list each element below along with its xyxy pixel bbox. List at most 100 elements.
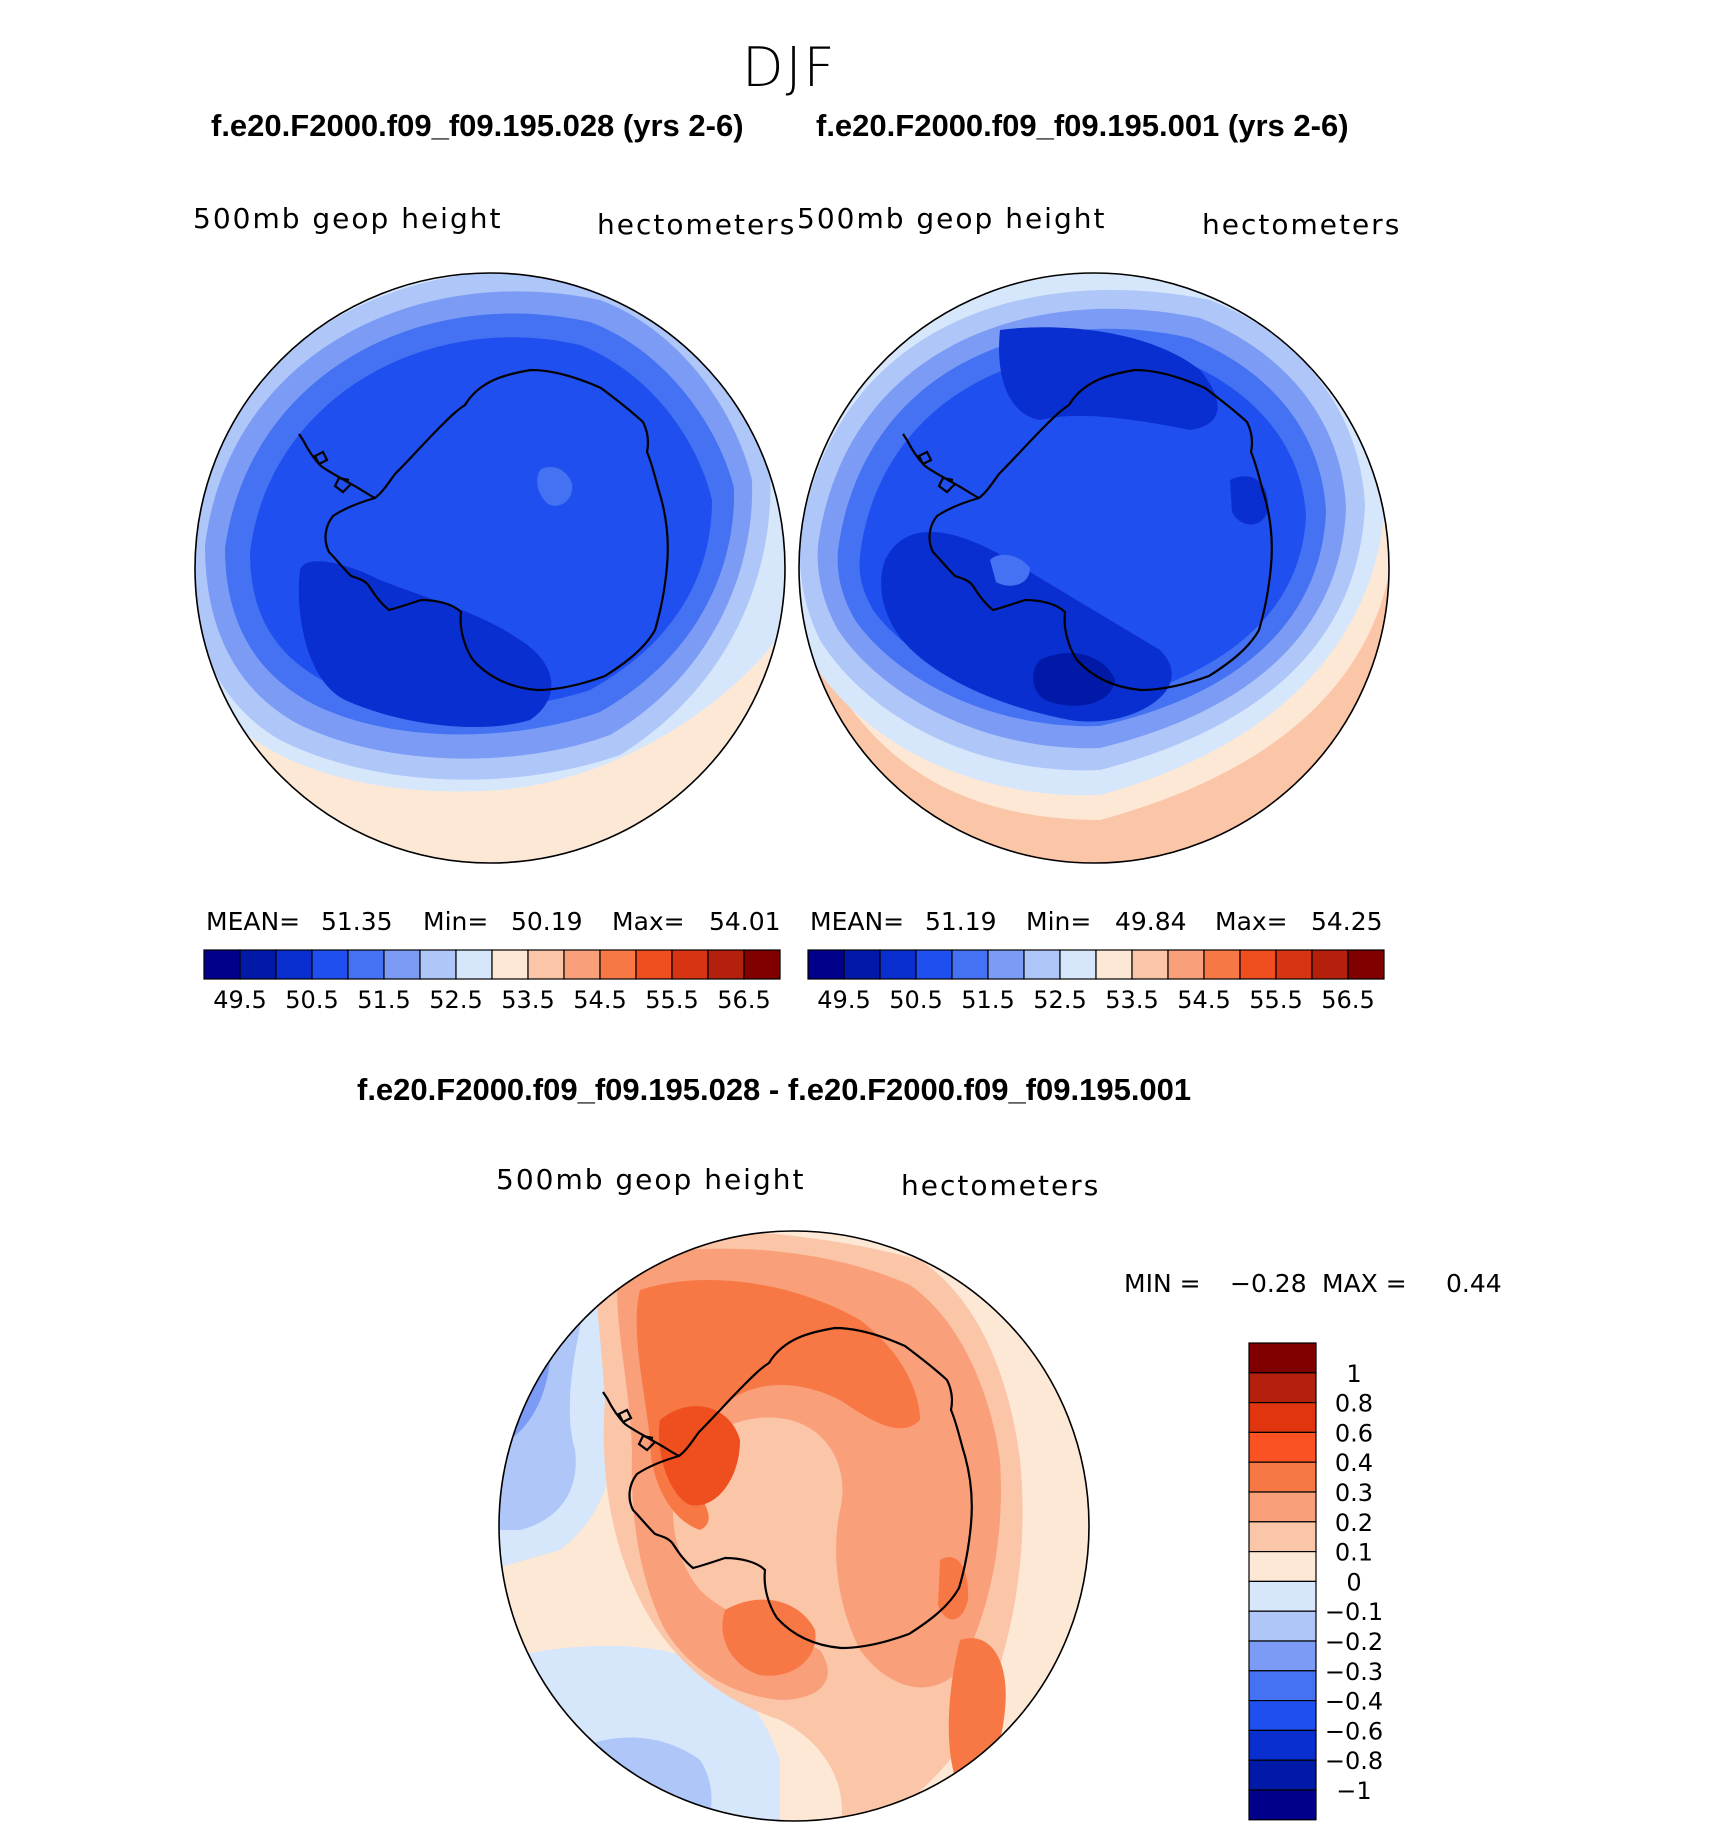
panel-2-max-label: Max= bbox=[1215, 907, 1288, 936]
colorbar-panel-1-tick-label: 55.5 bbox=[645, 986, 698, 1014]
panel-2-min-label: Min= bbox=[1026, 907, 1092, 936]
colorbar-diff-swatch bbox=[1248, 1461, 1317, 1493]
colorbar-panel-2-swatch bbox=[1059, 949, 1097, 980]
colorbar-diff-tick-label: −0.8 bbox=[1325, 1747, 1383, 1775]
colorbar-diff-swatch bbox=[1248, 1401, 1317, 1433]
diff-title: f.e20.F2000.f09_f09.195.028 - f.e20.F200… bbox=[357, 1072, 1192, 1107]
colorbar-panel-2-swatch bbox=[1095, 949, 1133, 980]
colorbar-panel-2-tick-label: 50.5 bbox=[889, 986, 942, 1014]
colorbar-panel-2-swatch bbox=[879, 949, 917, 980]
colorbar-diff-tick-label: −0.4 bbox=[1325, 1688, 1383, 1716]
colorbar-diff: 10.80.60.40.30.20.10−0.1−0.2−0.3−0.4−0.6… bbox=[1248, 1342, 1383, 1821]
colorbar-panel-1-swatch bbox=[599, 949, 637, 980]
colorbar-panel-2-tick-label: 54.5 bbox=[1177, 986, 1230, 1014]
colorbar-diff-tick-label: −0.1 bbox=[1325, 1598, 1383, 1626]
colorbar-panel-2-swatch bbox=[915, 949, 953, 980]
colorbar-diff-swatch bbox=[1248, 1670, 1317, 1702]
colorbar-panel-2-swatch bbox=[807, 949, 845, 980]
colorbar-panel-2-swatch bbox=[1347, 949, 1385, 980]
colorbar-panel-2-tick-label: 52.5 bbox=[1033, 986, 1086, 1014]
colorbar-panel-2-tick-label: 55.5 bbox=[1249, 986, 1302, 1014]
panel-2-mean-label: MEAN= bbox=[810, 907, 905, 936]
colorbar-panel-1-swatch bbox=[527, 949, 565, 980]
colorbar-diff-swatch bbox=[1248, 1491, 1317, 1523]
colorbar-panel-2-tick-label: 51.5 bbox=[961, 986, 1014, 1014]
panel-2-mean-value: 51.19 bbox=[925, 907, 997, 936]
colorbar-panel-1-tick-label: 52.5 bbox=[429, 986, 482, 1014]
colorbar-panel-2-swatch bbox=[1023, 949, 1061, 980]
colorbar-diff-swatch bbox=[1248, 1342, 1317, 1374]
diff-min-label: MIN = bbox=[1124, 1269, 1201, 1298]
colorbar-panel-2-swatch bbox=[1311, 949, 1349, 980]
colorbar-panel-1-swatch bbox=[419, 949, 457, 980]
panel-1-max-label: Max= bbox=[612, 907, 685, 936]
colorbar-diff-tick-label: −0.3 bbox=[1325, 1658, 1383, 1686]
colorbar-panel-1-tick-label: 50.5 bbox=[285, 986, 338, 1014]
panel-1-mean-label: MEAN= bbox=[206, 907, 301, 936]
colorbar-diff-tick-label: 0.3 bbox=[1335, 1479, 1373, 1507]
colorbar-panel-2-swatch bbox=[987, 949, 1025, 980]
colorbar-diff-swatch bbox=[1248, 1729, 1317, 1761]
colorbar-diff-swatch bbox=[1248, 1789, 1317, 1821]
colorbar-diff-tick-label: 0 bbox=[1346, 1568, 1361, 1596]
colorbar-panel-1-tick-label: 49.5 bbox=[213, 986, 266, 1014]
colorbar-panel-1-swatch bbox=[671, 949, 709, 980]
diff-max-label: MAX = bbox=[1322, 1269, 1407, 1298]
panel-2-max-value: 54.25 bbox=[1311, 907, 1383, 936]
colorbar-panel-2-tick-label: 56.5 bbox=[1321, 986, 1374, 1014]
colorbar-diff-tick-label: 1 bbox=[1346, 1360, 1361, 1388]
diff-units-label: hectometers bbox=[901, 1169, 1101, 1202]
panel-2-variable-label: 500mb geop height bbox=[797, 202, 1107, 235]
colorbar-panel-1-swatch bbox=[347, 949, 385, 980]
colorbar-diff-swatch bbox=[1248, 1610, 1317, 1642]
colorbar-diff-tick-label: 0.2 bbox=[1335, 1509, 1373, 1537]
diff-min-value: −0.28 bbox=[1230, 1269, 1307, 1298]
panel-1-variable-label: 500mb geop height bbox=[193, 202, 503, 235]
colorbar-panel-1-swatch bbox=[707, 949, 745, 980]
map-panel-diff bbox=[499, 1231, 1089, 1821]
colorbar-diff-tick-label: −0.2 bbox=[1325, 1628, 1383, 1656]
panel-1-case-title: f.e20.F2000.f09_f09.195.028 (yrs 2-6) bbox=[211, 108, 744, 143]
colorbar-panel-1-swatch bbox=[383, 949, 421, 980]
colorbar-diff-tick-label: 0.1 bbox=[1335, 1539, 1373, 1567]
panel-1-min-label: Min= bbox=[423, 907, 489, 936]
map-panel-2-border bbox=[798, 272, 1390, 864]
colorbar-panel-1-tick-label: 54.5 bbox=[573, 986, 626, 1014]
colorbar-panel-1-swatch bbox=[491, 949, 529, 980]
colorbar-panel-1-tick-label: 53.5 bbox=[501, 986, 554, 1014]
colorbar-panel-2-tick-label: 53.5 bbox=[1105, 986, 1158, 1014]
colorbar-panel-2-swatch bbox=[1203, 949, 1241, 980]
colorbar-panel-2: 49.5 50.5 51.5 52.5 53.5 54.5 55.5 56.5 bbox=[807, 949, 1385, 1014]
map-panel-1-border bbox=[194, 272, 786, 864]
colorbar-diff-tick-label: 0.4 bbox=[1335, 1449, 1373, 1477]
colorbar-panel-2-swatch bbox=[1131, 949, 1169, 980]
colorbar-diff-swatch bbox=[1248, 1550, 1317, 1582]
diff-variable-label: 500mb geop height bbox=[496, 1163, 806, 1196]
colorbar-diff-swatch bbox=[1248, 1699, 1317, 1731]
panel-1-max-value: 54.01 bbox=[709, 907, 781, 936]
colorbar-diff-swatch bbox=[1248, 1640, 1317, 1672]
colorbar-panel-1: 49.5 50.5 51.5 52.5 53.5 54.5 55.5 56.5 bbox=[203, 949, 781, 1014]
colorbar-panel-1-tick-label: 51.5 bbox=[357, 986, 410, 1014]
colorbar-panel-1-swatch bbox=[455, 949, 493, 980]
diff-max-value: 0.44 bbox=[1446, 1269, 1502, 1298]
colorbar-panel-1-swatch bbox=[203, 949, 241, 980]
panel-1-mean-value: 51.35 bbox=[321, 907, 393, 936]
map-panel-diff-border bbox=[498, 1230, 1090, 1822]
map-panel-2 bbox=[799, 273, 1389, 863]
colorbar-panel-2-swatch bbox=[843, 949, 881, 980]
colorbar-panel-2-tick-label: 49.5 bbox=[817, 986, 870, 1014]
colorbar-panel-1-swatch bbox=[635, 949, 673, 980]
panel-1-units-label: hectometers bbox=[597, 208, 797, 241]
colorbar-panel-1-swatch bbox=[563, 949, 601, 980]
panel-1-min-value: 50.19 bbox=[511, 907, 583, 936]
colorbar-diff-tick-label: 0.8 bbox=[1335, 1390, 1373, 1418]
colorbar-panel-1-swatch bbox=[275, 949, 313, 980]
colorbar-diff-swatch bbox=[1248, 1521, 1317, 1553]
colorbar-diff-tick-label: 0.6 bbox=[1335, 1419, 1373, 1447]
colorbar-diff-tick-label: −0.6 bbox=[1325, 1717, 1383, 1745]
colorbar-panel-2-swatch bbox=[951, 949, 989, 980]
colorbar-diff-tick-label: −1 bbox=[1336, 1777, 1371, 1805]
season-title: DJF bbox=[742, 36, 837, 99]
